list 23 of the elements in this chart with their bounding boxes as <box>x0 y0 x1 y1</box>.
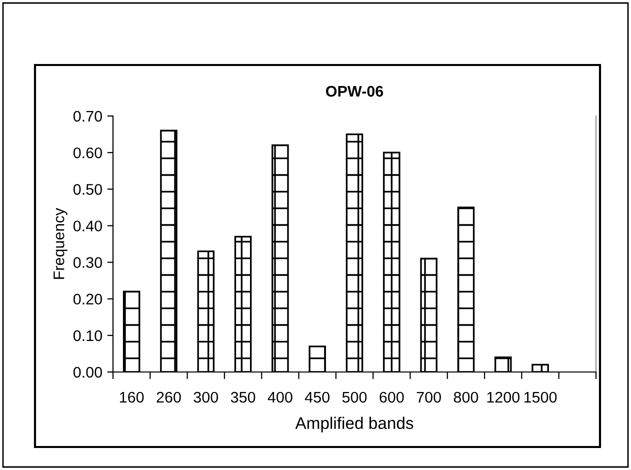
x-tick-label: 800 <box>454 392 478 403</box>
x-axis-title: Amplified bands <box>295 416 414 432</box>
y-tick-label: 0.10 <box>73 330 102 342</box>
y-tick-label: 0.60 <box>73 147 102 158</box>
x-tick-label: 700 <box>416 392 441 403</box>
x-tick-label: 350 <box>230 392 256 403</box>
y-tick-label: 0.30 <box>73 257 102 268</box>
y-tick-label: 0.50 <box>73 184 102 195</box>
y-axis-title: Frequency <box>54 208 68 279</box>
x-tick-label: 450 <box>304 392 330 403</box>
x-tick-label: 300 <box>194 392 218 403</box>
x-tick-label: 500 <box>342 392 367 403</box>
chart-title: OPW-06 <box>326 86 384 97</box>
x-tick-label: 400 <box>268 392 292 403</box>
y-tick-label: 0.00 <box>73 366 102 378</box>
x-tick-label: 600 <box>380 392 404 403</box>
y-tick-label: 0.40 <box>73 220 102 232</box>
x-tick-label: 1200 <box>487 392 520 403</box>
x-tick-label: 160 <box>120 392 144 403</box>
y-tick-label: 0.20 <box>73 294 102 305</box>
y-tick-label: 0.70 <box>73 110 102 122</box>
x-tick-label: 260 <box>156 392 181 403</box>
x-tick-label: 1500 <box>524 392 557 403</box>
